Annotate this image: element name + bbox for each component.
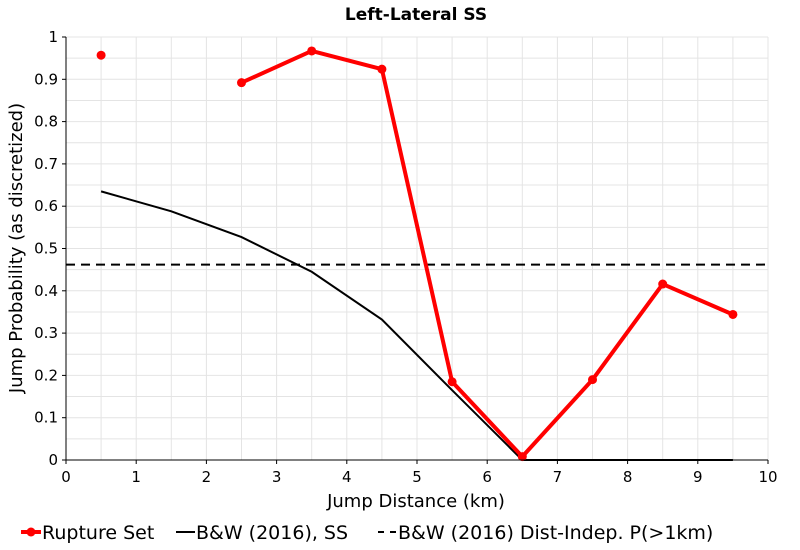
rupture-set-point	[658, 279, 668, 289]
legend: Rupture Set B&W (2016), SS B&W (2016) Dist…	[21, 522, 713, 544]
rupture-set-point	[517, 452, 527, 462]
y-tick-label: 0.7	[34, 155, 58, 173]
x-tick-label: 1	[131, 468, 141, 486]
x-tick-label: 9	[693, 468, 703, 486]
y-tick-label: 0.3	[34, 324, 58, 342]
y-tick-label: 0.2	[34, 366, 58, 384]
legend-label-bw-indep: B&W (2016) Dist-Indep. P(>1km)	[398, 522, 713, 544]
legend-marker-rupture-set	[26, 527, 36, 537]
grid	[65, 36, 769, 461]
x-tick-label: 4	[342, 468, 352, 486]
rupture-set-point	[237, 78, 246, 88]
y-axis-label: Jump Probability (as discretized)	[6, 103, 27, 394]
x-tick-label: 5	[412, 468, 422, 486]
y-tick-label: 0.6	[34, 197, 58, 215]
x-axis-label: Jump Distance (km)	[326, 491, 505, 512]
y-tick-label: 0.9	[34, 70, 58, 88]
y-tick-label: 0	[48, 451, 58, 469]
rupture-set-point	[728, 309, 738, 319]
x-tick-label: 10	[758, 468, 777, 486]
rupture-set-point	[307, 46, 317, 56]
x-tick-label: 0	[61, 468, 71, 486]
y-tick-label: 1	[48, 28, 58, 46]
rupture-set-point	[96, 50, 106, 60]
x-tick-label: 7	[553, 468, 563, 486]
x-tick-label: 8	[623, 468, 633, 486]
axes: 0 1 2 3 4 5 6 7 8 9 10 0 0.1 0.2 0.3 0.4 0.5 0.6 0.7 0.8 0.9…	[34, 28, 777, 486]
series-rupture-set-line	[240, 48, 734, 459]
y-tick-label: 0.5	[34, 240, 58, 258]
x-tick-label: 6	[482, 468, 492, 486]
x-tick-label: 3	[272, 468, 282, 486]
y-tick-label: 0.1	[34, 409, 58, 427]
chart-title: Left-Lateral SS	[345, 5, 487, 25]
rupture-set-point	[588, 375, 597, 385]
y-tick-label: 0.4	[34, 282, 58, 300]
rupture-set-point	[447, 377, 457, 387]
y-tick-label: 0.8	[34, 113, 58, 131]
legend-label-bw-ss: B&W (2016), SS	[196, 522, 348, 544]
x-tick-label: 2	[202, 468, 212, 486]
legend-label-rupture-set: Rupture Set	[42, 522, 154, 544]
rupture-set-point	[377, 64, 387, 74]
